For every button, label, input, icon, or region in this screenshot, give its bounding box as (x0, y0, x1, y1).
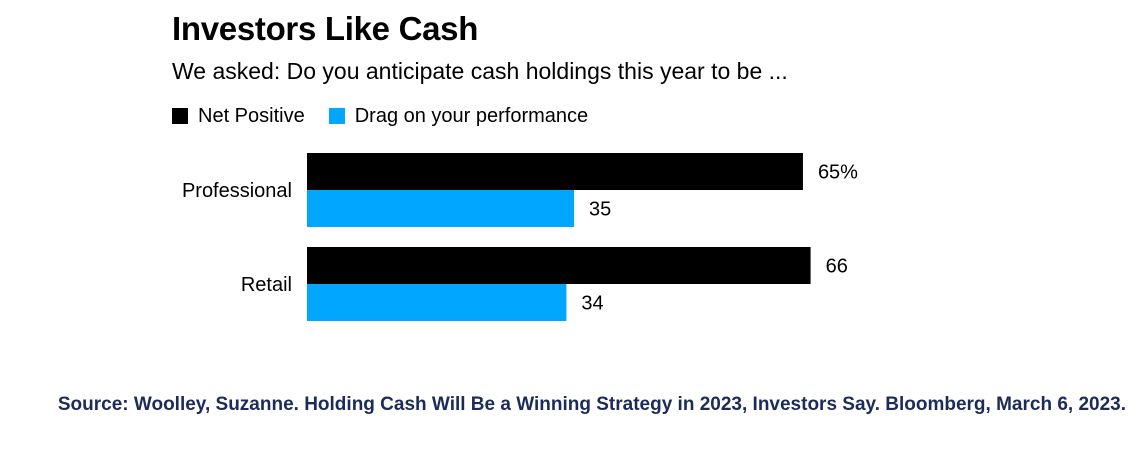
chart-legend: Net Positive Drag on your performance (172, 104, 612, 128)
data-label-retail-net-positive: 66 (826, 256, 848, 278)
data-label-professional-net-positive: 65% (818, 162, 858, 184)
chart-subtitle: We asked: Do you anticipate cash holding… (172, 58, 788, 84)
chart-title: Investors Like Cash (172, 10, 479, 47)
category-label-retail: Retail (241, 274, 292, 296)
category-label-professional: Professional (182, 180, 292, 202)
bar-retail-drag-on-your-performance (307, 284, 567, 321)
legend-swatch-drag-on-performance (328, 108, 345, 124)
data-label-professional-drag-on-your-performance: 35 (589, 199, 611, 221)
legend-item-drag-on-performance: Drag on your performance (328, 104, 589, 128)
data-label-retail-drag-on-your-performance: 34 (581, 293, 603, 315)
bar-professional-drag-on-your-performance (307, 190, 575, 227)
bar-chart: Professional 65% 35 Retail 66 34 (182, 153, 858, 321)
bar-retail-net-positive (307, 247, 811, 284)
legend-label-net-positive: Net Positive (198, 104, 305, 127)
source-citation: Source: Woolley, Suzanne. Holding Cash W… (57, 394, 1126, 415)
legend-label-drag-on-performance: Drag on your performance (354, 104, 589, 127)
bar-professional-net-positive (307, 153, 803, 190)
legend-swatch-net-positive (172, 108, 188, 124)
legend-item-net-positive: Net Positive (172, 105, 305, 128)
